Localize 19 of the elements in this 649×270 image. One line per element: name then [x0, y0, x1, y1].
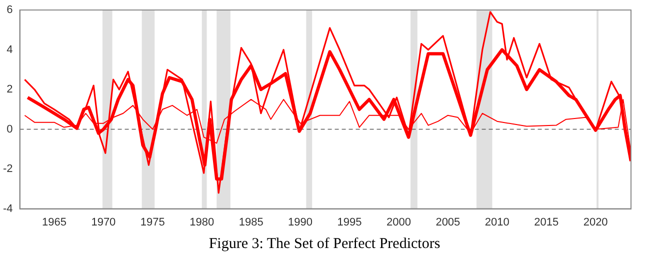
x-tick-label: 2000: [386, 216, 411, 228]
y-tick-label: 4: [6, 44, 13, 56]
x-tick-label: 1980: [190, 216, 214, 228]
x-tick-label: 2005: [436, 216, 460, 228]
y-tick-label: -2: [3, 163, 13, 176]
x-tick-label: 2020: [583, 216, 608, 228]
y-tick-label: 2: [6, 84, 13, 96]
x-tick-label: 2010: [484, 216, 510, 228]
x-tick-label: 1995: [337, 216, 362, 228]
x-tick-label: 1975: [140, 216, 165, 228]
caption: Figure 3: The Set of Perfect Predictors: [208, 236, 442, 253]
x-tick-label: 1985: [238, 216, 264, 228]
y-tick-label: 6: [6, 4, 13, 16]
x-tick-label: 2015: [534, 216, 559, 228]
x-tick-label: 1970: [91, 216, 116, 228]
x-tick-label: 1990: [288, 216, 313, 228]
x-tick-label: 1965: [42, 216, 66, 228]
y-tick-label: -4: [3, 202, 13, 215]
y-tick-label: 0: [6, 123, 13, 136]
